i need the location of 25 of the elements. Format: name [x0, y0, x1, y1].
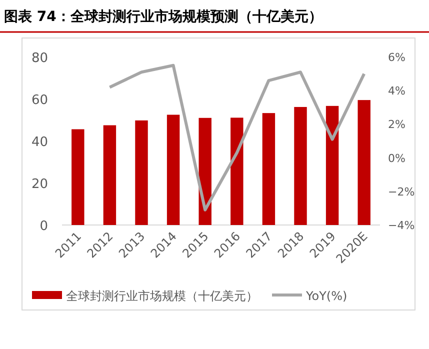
bar [294, 106, 307, 225]
y2-tick-label: 2% [388, 118, 406, 132]
legend-label: 全球封测行业市场规模（十亿美元） [66, 289, 258, 303]
line-series [108, 64, 366, 212]
bar [358, 100, 370, 225]
bar [72, 129, 84, 225]
y2-tick-label: 4% [388, 84, 406, 98]
bar [230, 118, 244, 225]
bar [166, 114, 180, 225]
legend-label: YoY(%) [305, 289, 348, 303]
y2-tick-label: 0% [388, 152, 406, 165]
bar [103, 125, 116, 225]
y2-tick-label: −2% [388, 185, 415, 198]
y-tick-label: 80 [31, 51, 48, 66]
y-tick-label: 0 [40, 219, 48, 234]
chart-title: 图表 74：全球封测行业市场规模预测（十亿美元） [4, 8, 322, 25]
y-tick-label: 60 [31, 93, 48, 108]
bar [135, 120, 148, 225]
y2-tick-label: −4% [388, 219, 415, 232]
y-tick-label: 40 [31, 135, 48, 150]
bar [262, 113, 276, 225]
y-tick-label: 20 [31, 177, 48, 192]
bar [326, 106, 339, 225]
y2-tick-label: 6% [388, 51, 406, 64]
bar [198, 118, 212, 225]
